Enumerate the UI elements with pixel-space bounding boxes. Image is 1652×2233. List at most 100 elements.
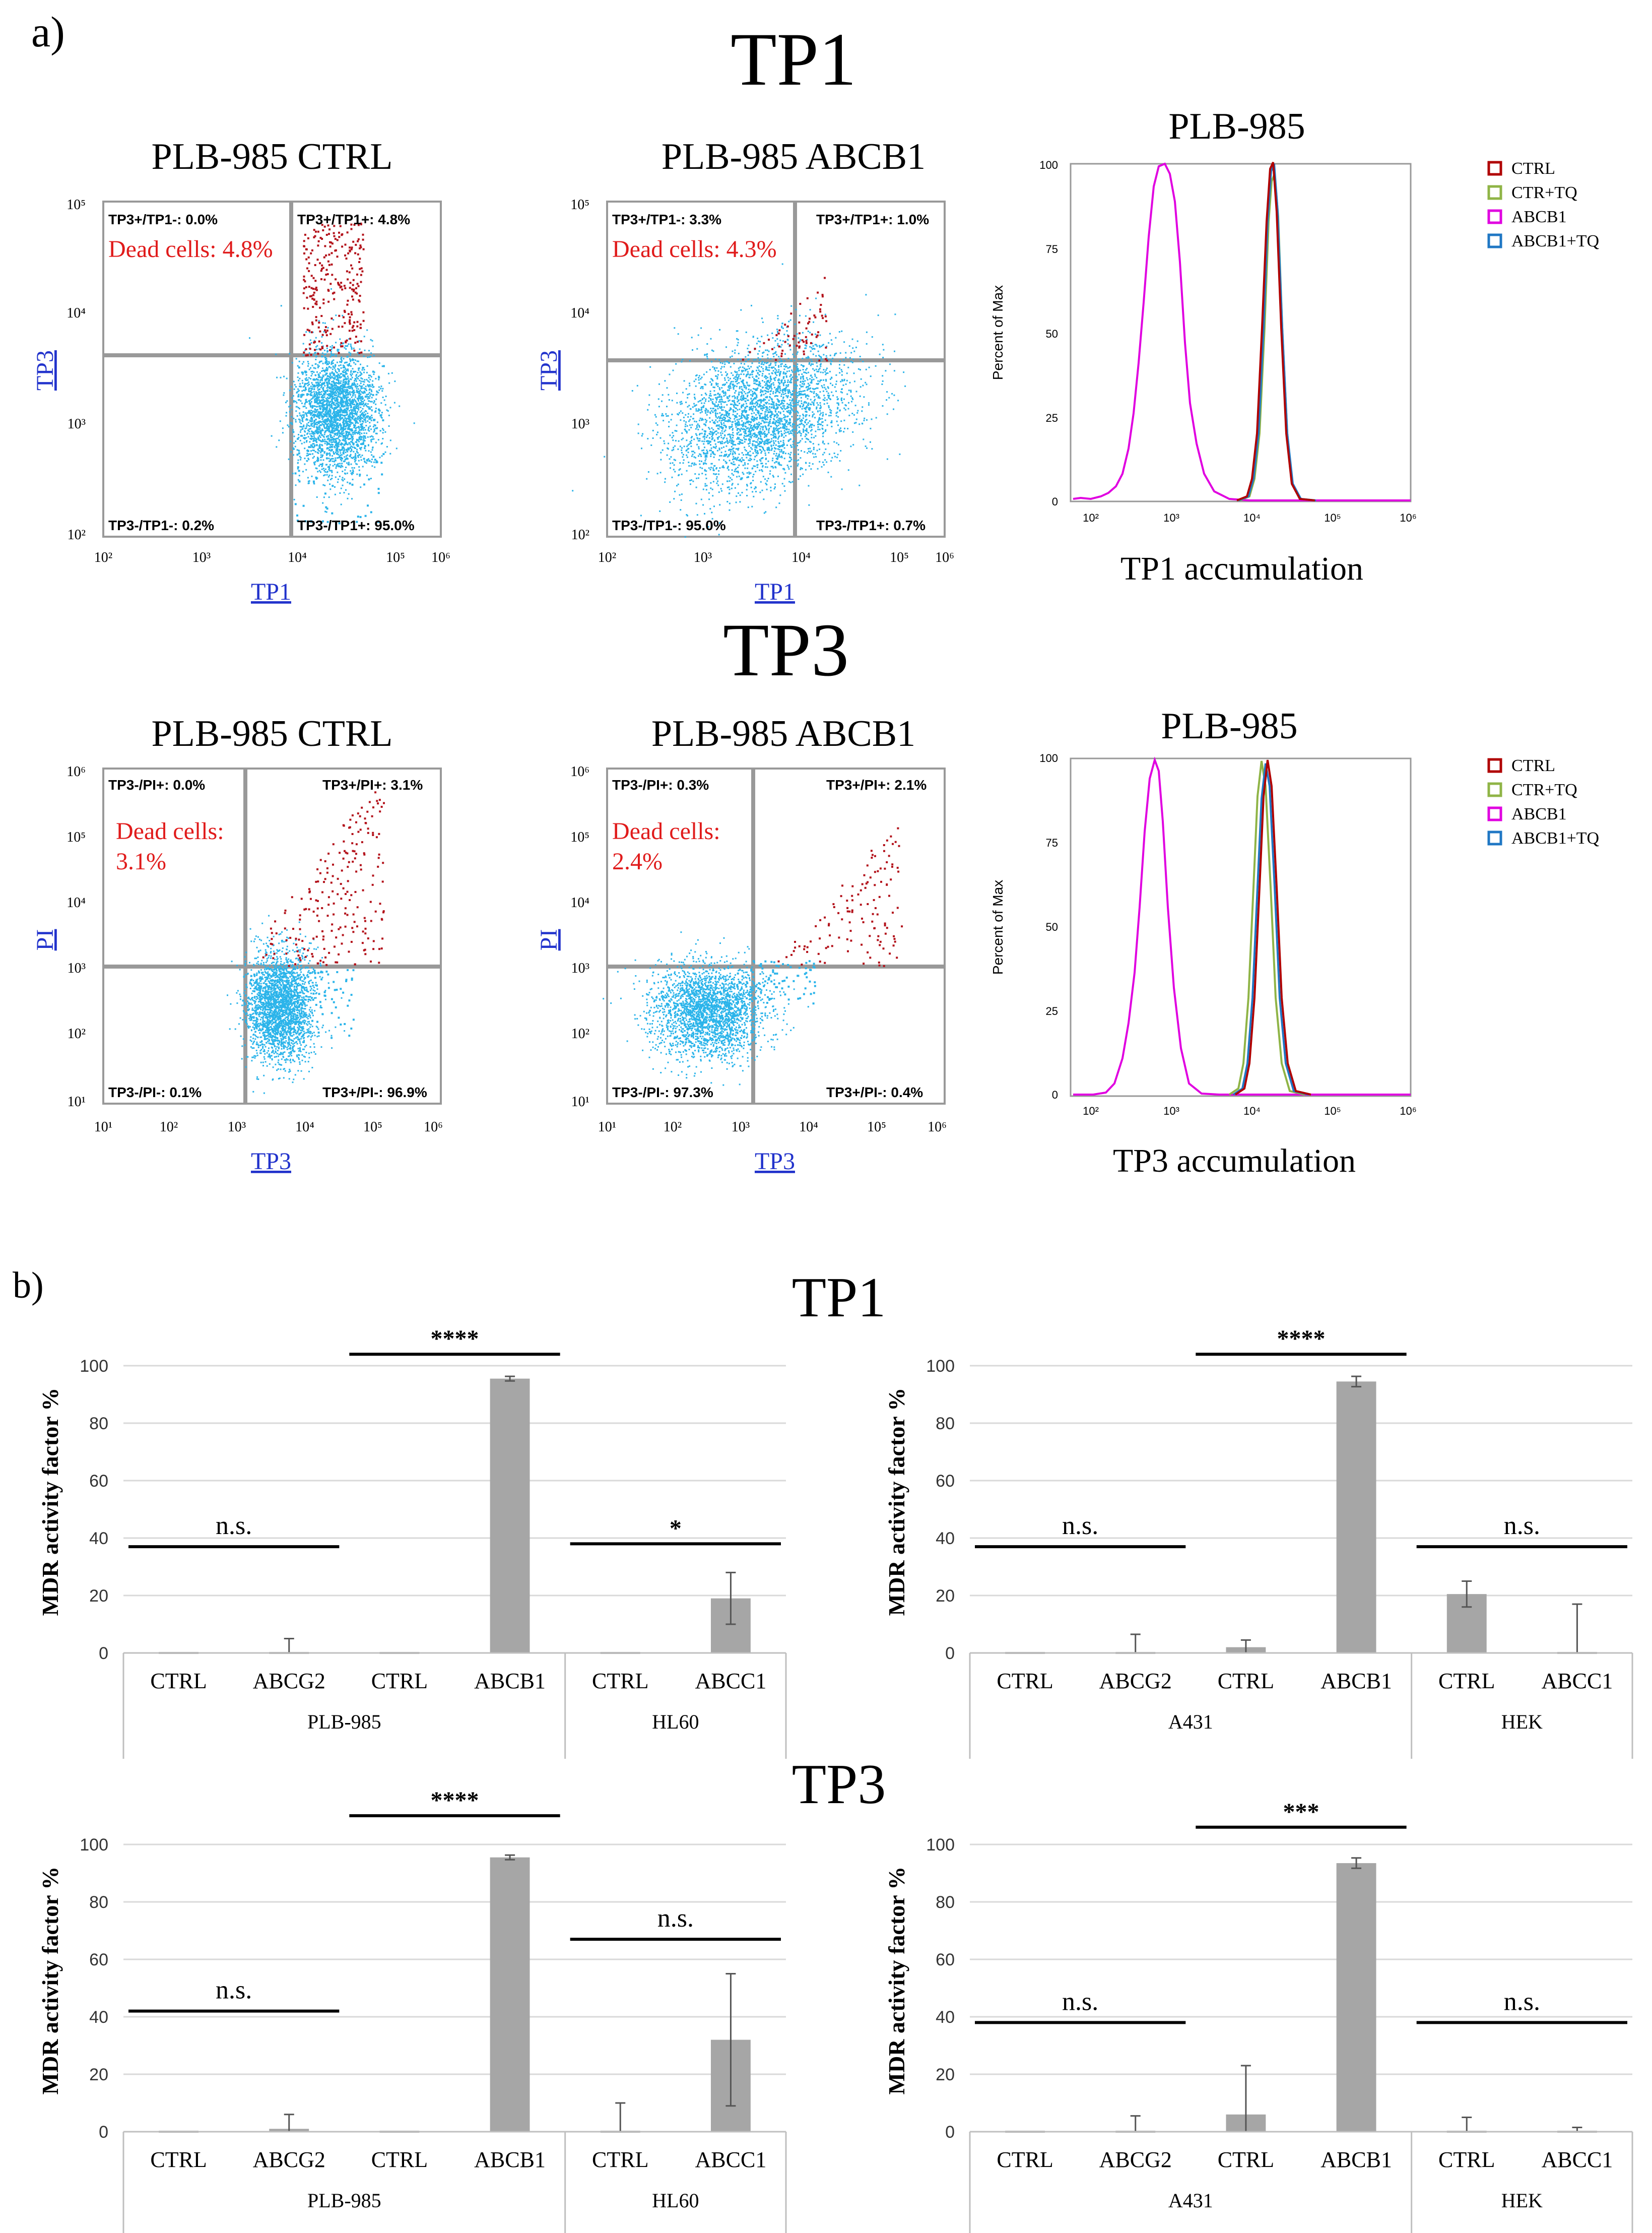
category-label: ABCC1 bbox=[1542, 2147, 1613, 2172]
legend-tp3: CTRL CTR+TQ ABCB1 ABCB1+TQ bbox=[1487, 756, 1599, 848]
legend-label: CTR+TQ bbox=[1511, 183, 1577, 202]
y-tick-label: 80 bbox=[936, 1893, 955, 1912]
significance-label: **** bbox=[431, 1325, 479, 1352]
y-axis-label: Percent of Max bbox=[990, 285, 1006, 380]
legend-swatch bbox=[1487, 185, 1502, 200]
y-tick: 10⁶ bbox=[67, 764, 86, 780]
x-axis-label: TP1 bbox=[251, 579, 291, 605]
x-tick: 10⁵ bbox=[1324, 512, 1341, 524]
significance-label: **** bbox=[1277, 1325, 1326, 1352]
category-label: CTRL bbox=[150, 1669, 207, 1693]
x-tick: 10⁵ bbox=[890, 550, 909, 565]
legend-label: CTR+TQ bbox=[1511, 781, 1577, 799]
quadrant-lr-label: TP3-/TP1+: 95.0% bbox=[297, 518, 415, 533]
x-tick: 10³ bbox=[228, 1119, 246, 1135]
quadrant-ll-label: TP3-/TP1-: 0.2% bbox=[108, 518, 214, 533]
y-tick-label: 20 bbox=[936, 2065, 955, 2084]
group-label: HL60 bbox=[652, 1710, 699, 1733]
quadrant-ur-label: TP3+/PI+: 2.1% bbox=[826, 777, 927, 793]
group-label: HEK bbox=[1501, 1710, 1543, 1733]
bar-chart-tp1-plb985-hl60: 0 20 40 60 80 100 MDR activity factor % CTRL ABC… bbox=[37, 1325, 787, 1759]
category-label: CTRL bbox=[1438, 2147, 1495, 2172]
significance-label: * bbox=[670, 1515, 682, 1542]
x-tick: 10⁵ bbox=[1324, 1105, 1341, 1117]
dead-cells-label: Dead cells: bbox=[612, 818, 720, 845]
category-label: CTRL bbox=[1218, 2147, 1274, 2172]
y-tick-label: 100 bbox=[926, 1357, 955, 1376]
x-axis-label: TP1 bbox=[755, 579, 795, 605]
panel-a-label: a) bbox=[31, 8, 65, 56]
x-tick: 10⁴ bbox=[799, 1119, 818, 1135]
bar-chart-tp3-plb985-hl60: 0 20 40 60 80 100 MDR activity factor % CTRL ABC… bbox=[37, 1787, 787, 2233]
legend-label: ABCB1 bbox=[1511, 208, 1567, 226]
scatter-tp3-abcb1: PLB-985 ABCB1 TP3-/PI+: 0.3% TP3+/PI+: 2… bbox=[536, 713, 947, 1175]
legend-swatch bbox=[1487, 161, 1502, 176]
dead-cells-label: Dead cells: 4.3% bbox=[612, 236, 777, 263]
significance-label: n.s. bbox=[216, 1511, 252, 1540]
y-axis-label: PI bbox=[32, 929, 58, 951]
x-tick: 10⁵ bbox=[867, 1119, 886, 1135]
x-tick: 10² bbox=[1083, 512, 1099, 524]
scatter-cloud bbox=[742, 277, 828, 362]
plot-frame bbox=[606, 201, 946, 538]
legend-swatch bbox=[1487, 758, 1502, 773]
scatter-cloud bbox=[262, 791, 385, 967]
y-tick-label: 60 bbox=[89, 1472, 108, 1491]
scatter-points bbox=[603, 827, 903, 1086]
quadrant-ll-label: TP3-/PI-: 97.3% bbox=[612, 1084, 713, 1100]
histogram-tp3: PLB-985 100 75 50 25 0 10² 10³ 10⁴ 10⁵ 1… bbox=[990, 706, 1417, 1179]
y-axis-label: TP3 bbox=[32, 350, 58, 391]
y-tick: 10⁶ bbox=[570, 764, 589, 780]
scatter-cloud bbox=[777, 827, 903, 967]
y-tick-label: 60 bbox=[89, 1950, 108, 1969]
significance-label: n.s. bbox=[1504, 1987, 1540, 2016]
plot-frame bbox=[1070, 163, 1412, 502]
group-label: A431 bbox=[1168, 2189, 1213, 2212]
scatter-cloud bbox=[249, 288, 415, 513]
quadrant-lr-label: TP3+/PI-: 0.4% bbox=[826, 1084, 923, 1100]
bar bbox=[1336, 1381, 1376, 1653]
y-tick-label: 0 bbox=[99, 2123, 108, 2142]
quadrant-ll-label: TP3-/PI-: 0.1% bbox=[108, 1084, 202, 1100]
scatter-points bbox=[227, 791, 385, 1094]
y-tick: 0 bbox=[1052, 495, 1058, 508]
histogram-curve-abcb1-tq bbox=[1232, 763, 1309, 1096]
y-tick: 10³ bbox=[68, 416, 86, 432]
x-tick: 10⁶ bbox=[928, 1119, 947, 1135]
y-tick: 100 bbox=[1039, 752, 1058, 764]
group-label: A431 bbox=[1168, 1710, 1213, 1733]
significance-label: n.s. bbox=[1504, 1511, 1540, 1540]
x-tick: 10³ bbox=[732, 1119, 750, 1135]
category-label: ABCB1 bbox=[474, 2147, 546, 2172]
category-label: CTRL bbox=[592, 1669, 648, 1693]
significance-label: *** bbox=[1283, 1799, 1319, 1825]
y-tick: 10⁵ bbox=[570, 830, 589, 845]
category-label: CTRL bbox=[1438, 1669, 1495, 1693]
category-label: ABCB1 bbox=[1320, 1669, 1392, 1693]
x-tick: 10⁶ bbox=[424, 1119, 443, 1135]
category-label: ABCG2 bbox=[1099, 1669, 1172, 1693]
scatter-tp1-ctrl: PLB-985 CTRL TP3+/TP1-: 0.0% TP3+/TP1+: … bbox=[32, 136, 450, 605]
y-tick-label: 20 bbox=[89, 1586, 108, 1606]
y-tick: 10⁴ bbox=[67, 305, 86, 321]
histogram-curve-ctrl bbox=[1236, 162, 1315, 501]
y-tick: 10² bbox=[571, 1026, 589, 1042]
x-tick: 10⁵ bbox=[386, 550, 405, 565]
y-tick-label: 40 bbox=[936, 1529, 955, 1548]
y-axis-label: MDR activity factor % bbox=[884, 1388, 909, 1616]
y-tick-label: 0 bbox=[945, 1644, 955, 1663]
y-tick-label: 0 bbox=[945, 2123, 955, 2142]
legend-label: ABCB1+TQ bbox=[1511, 829, 1599, 848]
y-tick: 10³ bbox=[571, 961, 589, 976]
x-tick: 10³ bbox=[1163, 1105, 1179, 1117]
legend-swatch bbox=[1487, 782, 1502, 797]
histogram-title: PLB-985 bbox=[1161, 706, 1297, 747]
category-label: CTRL bbox=[371, 1669, 428, 1693]
row-title-tp1: TP1 bbox=[792, 1266, 886, 1329]
scatter-cloud bbox=[572, 263, 906, 538]
y-tick-label: 80 bbox=[89, 1414, 108, 1433]
legend-label: ABCB1 bbox=[1511, 805, 1567, 823]
y-tick-label: 100 bbox=[80, 1835, 108, 1855]
panel-b-label: b) bbox=[13, 1265, 44, 1306]
y-tick-label: 80 bbox=[936, 1414, 955, 1433]
